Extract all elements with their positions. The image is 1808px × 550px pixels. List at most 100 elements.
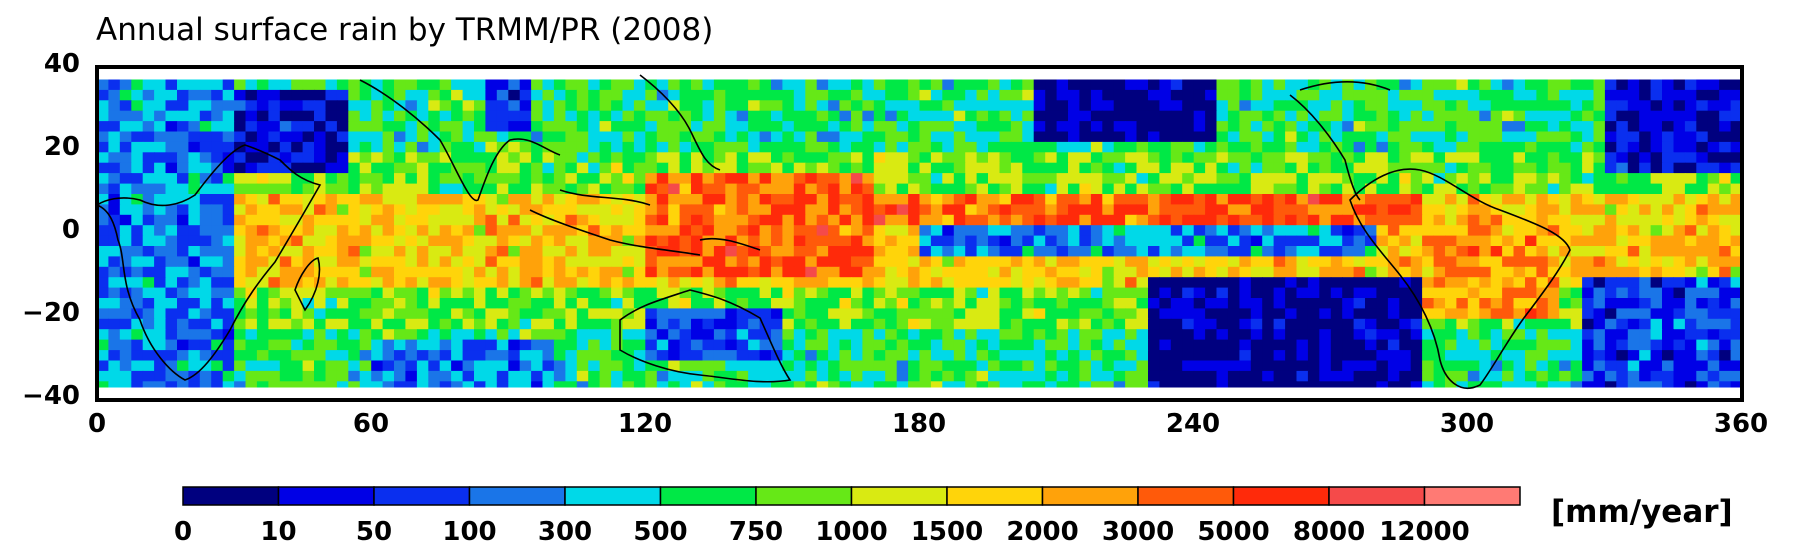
rain-cell bbox=[165, 100, 178, 112]
rain-cell bbox=[908, 308, 921, 320]
rain-cell bbox=[485, 194, 498, 205]
rain-cell bbox=[394, 141, 406, 153]
rain-cell bbox=[976, 173, 989, 185]
rain-cell bbox=[645, 350, 658, 362]
rain-cell bbox=[142, 121, 155, 133]
rain-cell bbox=[1422, 277, 1435, 289]
rain-cell bbox=[611, 308, 624, 320]
rain-cell bbox=[1353, 318, 1366, 330]
rain-cell bbox=[1342, 246, 1355, 257]
rain-cell bbox=[679, 79, 692, 91]
rain-cell bbox=[885, 152, 898, 164]
rain-cell bbox=[222, 204, 235, 216]
rain-cell bbox=[336, 183, 349, 195]
rain-cell bbox=[496, 246, 509, 257]
rain-cell bbox=[999, 79, 1012, 91]
rain-cell bbox=[542, 89, 555, 101]
rain-cell bbox=[1136, 370, 1149, 382]
rain-cell bbox=[1250, 173, 1263, 185]
rain-cell bbox=[348, 79, 361, 91]
y-tick-label: 40 bbox=[44, 49, 80, 79]
rain-cell bbox=[531, 152, 544, 164]
rain-cell bbox=[1536, 360, 1549, 372]
rain-cell bbox=[451, 173, 464, 185]
rain-cell bbox=[1547, 225, 1560, 237]
rain-cell bbox=[1696, 298, 1709, 309]
rain-cell bbox=[1490, 225, 1503, 237]
rain-cell bbox=[599, 360, 612, 372]
rain-cell bbox=[1616, 152, 1629, 164]
rain-cell bbox=[336, 89, 349, 101]
rain-cell bbox=[702, 204, 715, 216]
rain-cell bbox=[999, 308, 1012, 320]
rain-cell bbox=[268, 194, 281, 205]
rain-cell bbox=[1467, 287, 1480, 299]
rain-cell bbox=[1410, 246, 1423, 257]
rain-cell bbox=[1570, 89, 1583, 101]
rain-cell bbox=[611, 246, 624, 257]
rain-cell bbox=[1193, 214, 1206, 226]
rain-cell bbox=[1353, 89, 1366, 101]
rain-cell bbox=[976, 277, 989, 289]
rain-cell bbox=[896, 173, 909, 185]
rain-cell bbox=[1582, 100, 1595, 112]
rain-cell bbox=[1068, 339, 1080, 351]
rain-cell bbox=[485, 162, 498, 174]
rain-cell bbox=[1536, 121, 1549, 133]
rain-cell bbox=[1467, 225, 1480, 237]
rain-cell bbox=[222, 110, 235, 122]
rain-cell bbox=[542, 318, 555, 330]
rain-cell bbox=[1148, 131, 1160, 143]
rain-cell bbox=[999, 360, 1012, 372]
rain-cell bbox=[97, 79, 109, 91]
rain-cell bbox=[1033, 266, 1046, 278]
rain-cell bbox=[1502, 298, 1515, 309]
rain-cell bbox=[542, 266, 555, 278]
rain-cell bbox=[611, 298, 624, 309]
rain-cell bbox=[462, 194, 475, 205]
rain-cell bbox=[908, 173, 921, 185]
rain-cell bbox=[302, 141, 315, 153]
rain-cell bbox=[416, 235, 429, 247]
rain-cell bbox=[622, 277, 635, 289]
rain-cell bbox=[508, 256, 521, 268]
rain-cell bbox=[1307, 173, 1320, 185]
rain-cell bbox=[611, 131, 624, 143]
rain-cell bbox=[896, 152, 909, 164]
rain-cell bbox=[1593, 110, 1606, 122]
rain-cell bbox=[1604, 360, 1617, 372]
rain-cell bbox=[119, 121, 132, 133]
rain-cell bbox=[748, 287, 761, 299]
rain-cell bbox=[154, 318, 167, 330]
rain-cell bbox=[1433, 277, 1446, 289]
rain-cell bbox=[142, 214, 155, 226]
rain-cell bbox=[416, 204, 429, 216]
rain-cell bbox=[1262, 183, 1275, 195]
rain-cell bbox=[1433, 141, 1446, 153]
rain-cell bbox=[1216, 370, 1229, 382]
rain-cell bbox=[919, 381, 932, 393]
rain-cell bbox=[1684, 194, 1697, 205]
rain-cell bbox=[862, 194, 875, 205]
rain-cell bbox=[702, 287, 715, 299]
rain-cell bbox=[1262, 329, 1275, 341]
rain-cell bbox=[782, 308, 795, 320]
rain-cell bbox=[1627, 287, 1640, 299]
rain-cell bbox=[1182, 204, 1195, 216]
rain-cell bbox=[474, 89, 486, 101]
rain-cell bbox=[1639, 318, 1652, 330]
rain-cell bbox=[1136, 287, 1149, 299]
rain-cell bbox=[713, 89, 726, 101]
rain-cell bbox=[1102, 79, 1115, 91]
rain-cell bbox=[508, 204, 521, 216]
rain-cell bbox=[336, 350, 349, 362]
rain-cell bbox=[1182, 360, 1195, 372]
rain-cell bbox=[1365, 329, 1377, 341]
rain-cell bbox=[656, 329, 669, 341]
rain-cell bbox=[1662, 79, 1674, 91]
rain-cell bbox=[1102, 360, 1115, 372]
rain-cell bbox=[851, 277, 863, 289]
rain-cell bbox=[1296, 381, 1309, 393]
rain-cell bbox=[930, 339, 943, 351]
rain-cell bbox=[622, 100, 635, 112]
